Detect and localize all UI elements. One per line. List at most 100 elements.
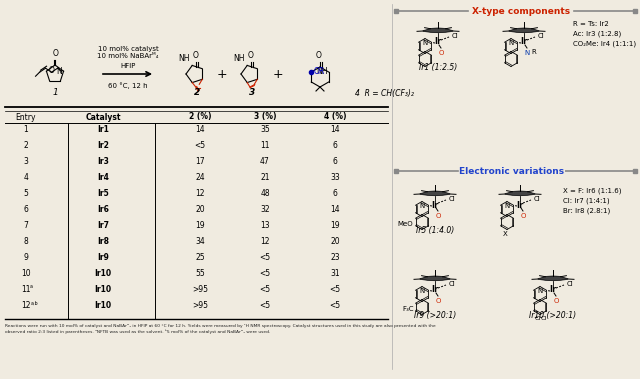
Text: 12: 12 — [195, 188, 205, 197]
Bar — [633, 169, 637, 173]
Text: >95: >95 — [192, 285, 208, 293]
Text: <5: <5 — [259, 268, 271, 277]
Text: a,b: a,b — [31, 301, 38, 305]
Text: Ir5 (1:4.0): Ir5 (1:4.0) — [416, 226, 454, 235]
Text: 34: 34 — [195, 236, 205, 246]
Text: MeO: MeO — [398, 221, 413, 227]
Text: +: + — [217, 67, 227, 80]
Text: CO₂Me: Ir4 (1:1:1): CO₂Me: Ir4 (1:1:1) — [573, 41, 636, 47]
Text: 5: 5 — [24, 188, 28, 197]
Text: F₃C: F₃C — [402, 306, 413, 312]
Text: Ir10: Ir10 — [95, 301, 111, 310]
Text: Ir5: Ir5 — [97, 188, 109, 197]
Text: 48: 48 — [260, 188, 270, 197]
Text: >95: >95 — [192, 301, 208, 310]
Text: 10 mol% catalyst: 10 mol% catalyst — [98, 46, 158, 52]
Text: Cl: Cl — [449, 281, 456, 287]
Polygon shape — [509, 28, 539, 32]
Text: 14: 14 — [330, 205, 340, 213]
Text: 47: 47 — [260, 157, 270, 166]
Text: O: O — [520, 213, 525, 219]
Text: N: N — [505, 203, 510, 209]
Text: Ir1: Ir1 — [97, 124, 109, 133]
Text: <5: <5 — [330, 285, 340, 293]
Text: 4: 4 — [24, 172, 28, 182]
Text: NH: NH — [316, 67, 328, 77]
Text: <5: <5 — [259, 252, 271, 262]
Text: <5: <5 — [330, 301, 340, 310]
Text: Cl: Cl — [534, 315, 541, 321]
Text: O: O — [435, 298, 441, 304]
Text: N: N — [524, 50, 530, 56]
Text: N: N — [420, 203, 425, 209]
Text: 2 (%): 2 (%) — [189, 113, 211, 122]
Text: HFIP: HFIP — [120, 63, 136, 69]
Text: Ir9: Ir9 — [97, 252, 109, 262]
Text: 6: 6 — [333, 157, 337, 166]
Text: 55: 55 — [195, 268, 205, 277]
Text: Cl: Cl — [534, 196, 541, 202]
Text: Ir6: Ir6 — [97, 205, 109, 213]
Text: Ir: Ir — [431, 285, 438, 294]
Text: X-type components: X-type components — [472, 6, 570, 16]
Text: 10 mol% NaBArᴹ₄: 10 mol% NaBArᴹ₄ — [97, 53, 159, 59]
Bar — [394, 169, 398, 173]
Text: observed ratio 2:3 listed in parentheses. ᵃNFTB was used as the solvent. ᵇ5 mol%: observed ratio 2:3 listed in parentheses… — [5, 329, 270, 334]
Text: R = Ts: Ir2: R = Ts: Ir2 — [573, 21, 609, 27]
Text: Ir10: Ir10 — [95, 285, 111, 293]
Text: O: O — [247, 51, 253, 60]
Text: Cl: Ir7 (1:4:1): Cl: Ir7 (1:4:1) — [563, 198, 610, 204]
Text: 3 (%): 3 (%) — [253, 113, 276, 122]
Text: N: N — [56, 67, 61, 76]
Text: Ir4: Ir4 — [97, 172, 109, 182]
Text: Ir1 (1:2.5): Ir1 (1:2.5) — [419, 63, 457, 72]
Text: 2: 2 — [24, 141, 28, 149]
Text: Ir: Ir — [431, 200, 438, 210]
Text: O: O — [554, 298, 559, 304]
Text: 31: 31 — [330, 268, 340, 277]
Text: O: O — [316, 51, 322, 60]
Text: Br: Ir8 (2.8:1): Br: Ir8 (2.8:1) — [563, 208, 611, 214]
Text: 11: 11 — [21, 285, 31, 293]
Text: Reactions were run with 10 mol% of catalyst and NaBArᴹ₄ in HFIP at 60 °C for 12 : Reactions were run with 10 mol% of catal… — [5, 324, 436, 328]
Text: 20: 20 — [330, 236, 340, 246]
Text: <5: <5 — [259, 301, 271, 310]
Polygon shape — [420, 191, 450, 196]
Text: N: N — [509, 40, 514, 46]
Text: <5: <5 — [259, 285, 271, 293]
Text: Ir3: Ir3 — [97, 157, 109, 166]
Text: 4 (%): 4 (%) — [324, 113, 346, 122]
Text: 1: 1 — [24, 124, 28, 133]
Text: 21: 21 — [260, 172, 269, 182]
Text: a: a — [30, 285, 33, 290]
Text: Ir: Ir — [516, 200, 524, 210]
Text: Ac: Ir3 (1:2.8): Ac: Ir3 (1:2.8) — [573, 31, 621, 37]
Text: 25: 25 — [195, 252, 205, 262]
Text: NH: NH — [234, 55, 245, 63]
Text: 3: 3 — [24, 157, 28, 166]
Text: NH: NH — [179, 55, 190, 63]
Text: 2: 2 — [194, 88, 200, 97]
Text: Ir: Ir — [435, 38, 442, 47]
Text: 6: 6 — [24, 205, 28, 213]
Text: Cl: Cl — [452, 33, 459, 39]
Text: 60 °C, 12 h: 60 °C, 12 h — [108, 82, 148, 89]
Text: 7: 7 — [24, 221, 28, 230]
Text: Ir7: Ir7 — [97, 221, 109, 230]
Text: Ir: Ir — [549, 285, 557, 294]
Text: 14: 14 — [330, 124, 340, 133]
Text: 19: 19 — [195, 221, 205, 230]
Text: 6: 6 — [333, 188, 337, 197]
Text: N: N — [538, 288, 543, 294]
Text: 11: 11 — [260, 141, 269, 149]
Text: Catalyst: Catalyst — [85, 113, 121, 122]
Text: Ir9 (>20:1): Ir9 (>20:1) — [414, 311, 456, 320]
Text: 35: 35 — [260, 124, 270, 133]
Text: 12: 12 — [260, 236, 269, 246]
Bar — [633, 9, 637, 13]
Text: O: O — [435, 213, 441, 219]
Text: 8: 8 — [24, 236, 28, 246]
Text: O: O — [49, 66, 54, 75]
Text: 24: 24 — [195, 172, 205, 182]
Text: 13: 13 — [260, 221, 270, 230]
